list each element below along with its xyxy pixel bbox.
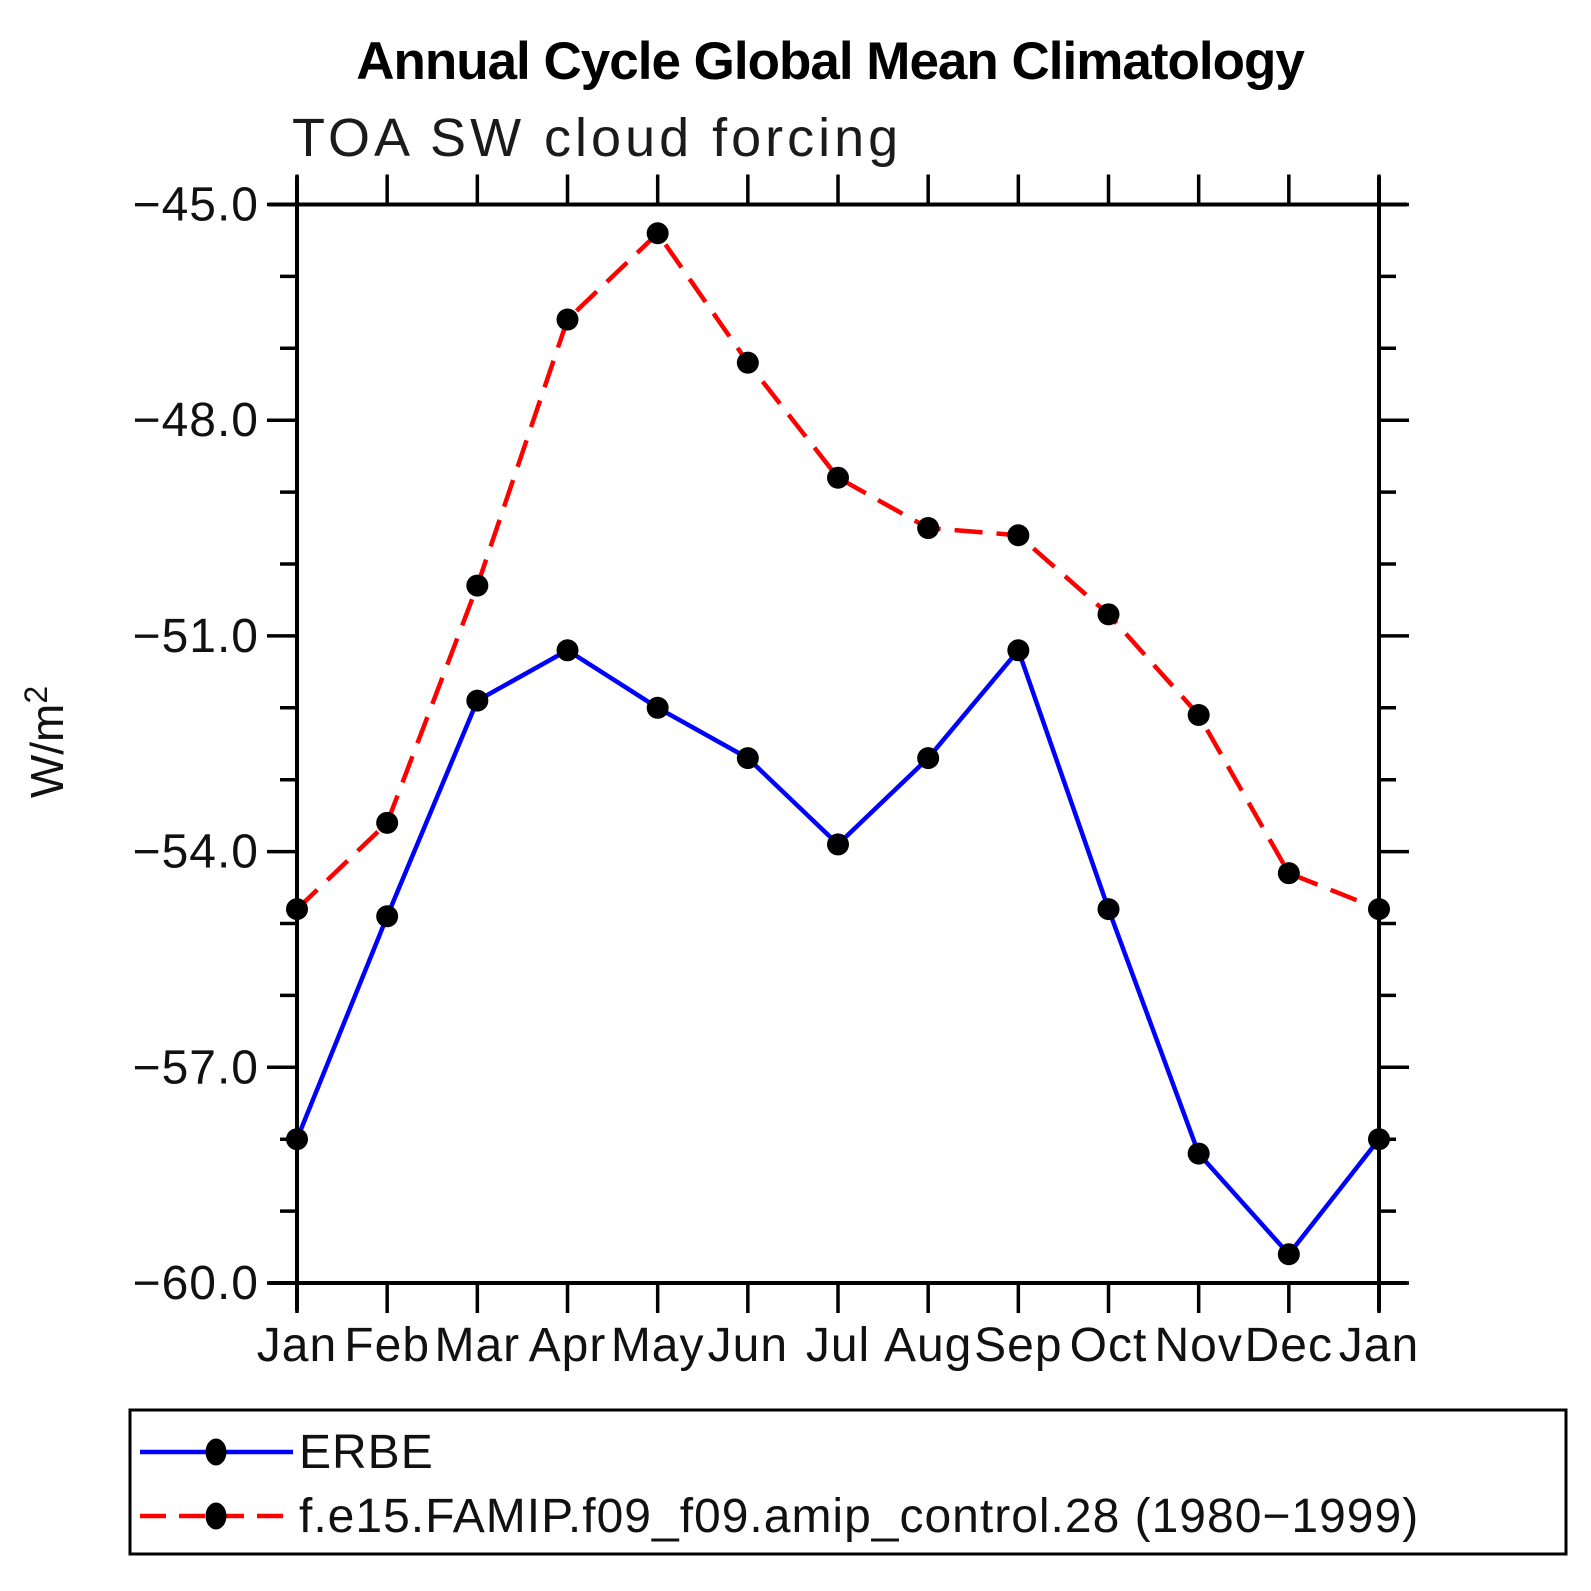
data-point — [646, 696, 669, 719]
data-point — [286, 898, 308, 921]
data-point — [1187, 703, 1210, 726]
y-tick-label: −45.0 — [133, 179, 259, 232]
legend: ERBE f.e15.FAMIP.f09_f09.amip_control.28… — [128, 1408, 1568, 1556]
data-point — [466, 574, 489, 597]
month-label: Oct — [1070, 1319, 1148, 1372]
month-label: Jun — [708, 1319, 788, 1372]
data-point — [466, 689, 489, 712]
month-label: Jan — [257, 1319, 337, 1372]
data-point — [556, 308, 579, 331]
legend-glyphs — [140, 1438, 293, 1530]
legend-marker — [205, 1502, 227, 1530]
series-line — [295, 229, 1380, 912]
y-tick-label: −54.0 — [133, 826, 259, 879]
data-point — [1187, 1142, 1210, 1165]
data-point — [1368, 898, 1390, 921]
chart-title: Annual Cycle Global Mean Climatology — [356, 32, 1305, 91]
data-point — [917, 517, 940, 540]
data-point — [1368, 1128, 1390, 1151]
month-label: May — [611, 1319, 705, 1372]
month-label: Jan — [1339, 1319, 1419, 1372]
month-label: Mar — [434, 1319, 520, 1372]
y-tick-label: −60.0 — [133, 1257, 259, 1310]
data-point — [376, 905, 399, 928]
y-tick-label: −48.0 — [133, 394, 259, 447]
y-tick-label: −51.0 — [133, 610, 259, 663]
month-label: Nov — [1154, 1319, 1242, 1372]
data-point — [1007, 639, 1030, 662]
data-point — [1097, 603, 1120, 626]
data-point — [1277, 1243, 1300, 1266]
data-point — [1277, 862, 1300, 885]
chart-subtitle: TOA SW cloud forcing — [292, 108, 902, 168]
data-point — [827, 466, 849, 489]
data-point — [646, 222, 669, 245]
data-point — [1007, 524, 1030, 547]
data-point — [917, 747, 940, 770]
y-axis-label: W/m2 — [18, 686, 73, 798]
month-label: Aug — [884, 1319, 972, 1372]
y-tick-label: −57.0 — [133, 1041, 259, 1094]
series-line — [294, 645, 1381, 1258]
data-point — [1097, 898, 1120, 921]
month-label: Dec — [1245, 1319, 1333, 1372]
data-point — [556, 639, 579, 662]
legend-marker — [205, 1438, 227, 1466]
legend-label-model: f.e15.FAMIP.f09_f09.amip_control.28 (198… — [299, 1490, 1419, 1543]
data-point — [736, 747, 759, 770]
data-point — [827, 833, 849, 856]
legend-label-erbe: ERBE — [299, 1426, 434, 1479]
month-label: Feb — [344, 1319, 430, 1372]
legend-box — [128, 1408, 1568, 1556]
month-label: Apr — [529, 1319, 607, 1372]
data-point — [376, 811, 399, 834]
data-point — [736, 351, 759, 374]
month-label: Sep — [974, 1319, 1062, 1372]
month-label: Jul — [806, 1319, 870, 1372]
data-series — [286, 222, 1390, 1266]
data-point — [286, 1128, 308, 1151]
